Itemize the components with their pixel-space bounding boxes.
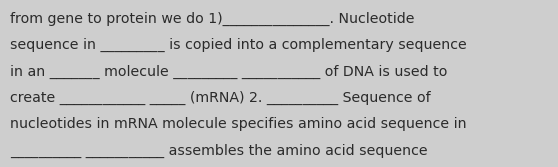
Text: __________ ___________ assembles the amino acid sequence: __________ ___________ assembles the ami… [10,144,427,158]
Text: nucleotides in mRNA molecule specifies amino acid sequence in: nucleotides in mRNA molecule specifies a… [10,117,466,131]
Text: create ____________ _____ (mRNA) 2. __________ Sequence of: create ____________ _____ (mRNA) 2. ____… [10,91,431,105]
Text: in an _______ molecule _________ ___________ of DNA is used to: in an _______ molecule _________ _______… [10,64,448,79]
Text: from gene to protein we do 1)_______________. Nucleotide: from gene to protein we do 1)___________… [10,12,415,26]
Text: sequence in _________ is copied into a complementary sequence: sequence in _________ is copied into a c… [10,38,467,52]
